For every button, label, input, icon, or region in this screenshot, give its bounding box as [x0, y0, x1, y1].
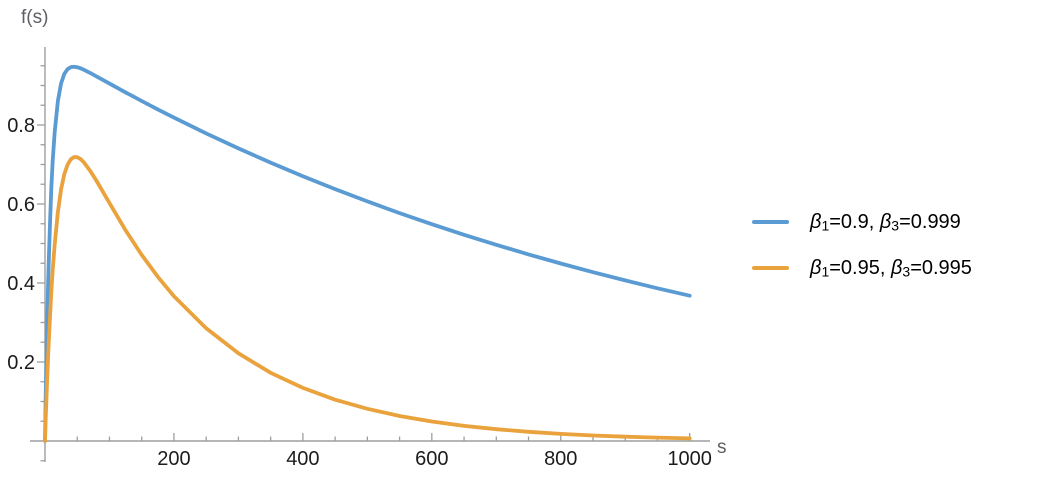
- x-tick-label: 600: [415, 448, 448, 470]
- legend-swatch-1: [752, 220, 789, 224]
- legend-swatch-2: [752, 266, 789, 270]
- x-tick-label: 200: [157, 448, 190, 470]
- y-tick-label: 0.6: [7, 194, 35, 216]
- series-curve-2: [43, 155, 692, 443]
- legend: β1=0.9, β3=0.999 β1=0.95, β3=0.995: [752, 199, 972, 291]
- y-tick-label: 0.4: [7, 273, 35, 295]
- x-tick-label: 1000: [667, 448, 712, 470]
- legend-item-1: β1=0.9, β3=0.999: [752, 199, 972, 245]
- legend-item-2: β1=0.95, β3=0.995: [752, 245, 972, 291]
- y-tick-label: 0.8: [7, 115, 35, 137]
- legend-label-2: β1=0.95, β3=0.995: [810, 256, 972, 280]
- x-tick-label: 800: [544, 448, 577, 470]
- y-axis-label: f(s): [21, 7, 49, 28]
- x-axis-label: s: [717, 437, 727, 458]
- legend-label-1: β1=0.9, β3=0.999: [810, 210, 961, 234]
- x-tick-label: 400: [286, 448, 319, 470]
- series-curve-1: [43, 64, 692, 443]
- y-tick-label: 0.2: [7, 352, 35, 374]
